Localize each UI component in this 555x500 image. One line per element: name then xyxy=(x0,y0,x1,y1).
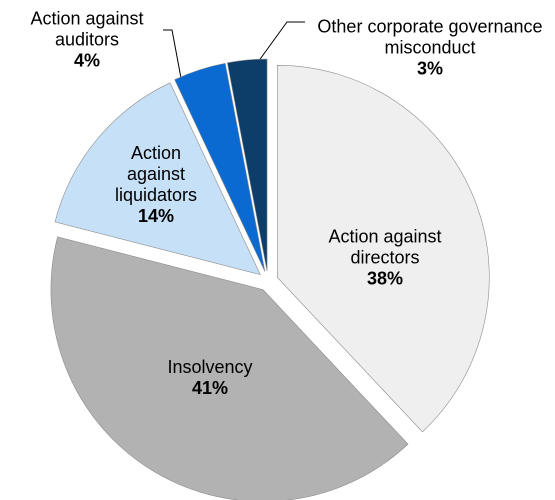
category-label: Action against directors xyxy=(328,226,442,268)
slice-label: Other corporate governance misconduct 3% xyxy=(305,17,555,80)
leader-line xyxy=(257,21,305,63)
slice-label: Action against liquidators 14% xyxy=(106,143,206,227)
value-label: 3% xyxy=(416,58,443,79)
value-label: 14% xyxy=(137,206,175,226)
value-label: 41% xyxy=(191,378,229,398)
leader-line xyxy=(163,29,182,79)
slice-label: Action against directors 38% xyxy=(310,227,460,290)
value-label: 4% xyxy=(73,50,100,71)
pie-slice xyxy=(54,82,261,276)
pie-slice xyxy=(226,58,268,272)
slice-label: Action against auditors 4% xyxy=(12,9,162,72)
category-label: Action against auditors xyxy=(30,8,144,50)
category-label: Other corporate governance misconduct xyxy=(317,16,543,58)
category-label: Action against liquidators xyxy=(114,143,198,205)
slice-label: Insolvency 41% xyxy=(150,357,270,399)
value-label: 38% xyxy=(366,268,404,289)
pie-slice xyxy=(50,236,409,500)
pie-slice xyxy=(276,65,490,433)
pie-slice xyxy=(174,62,266,272)
category-label: Insolvency xyxy=(167,357,253,377)
